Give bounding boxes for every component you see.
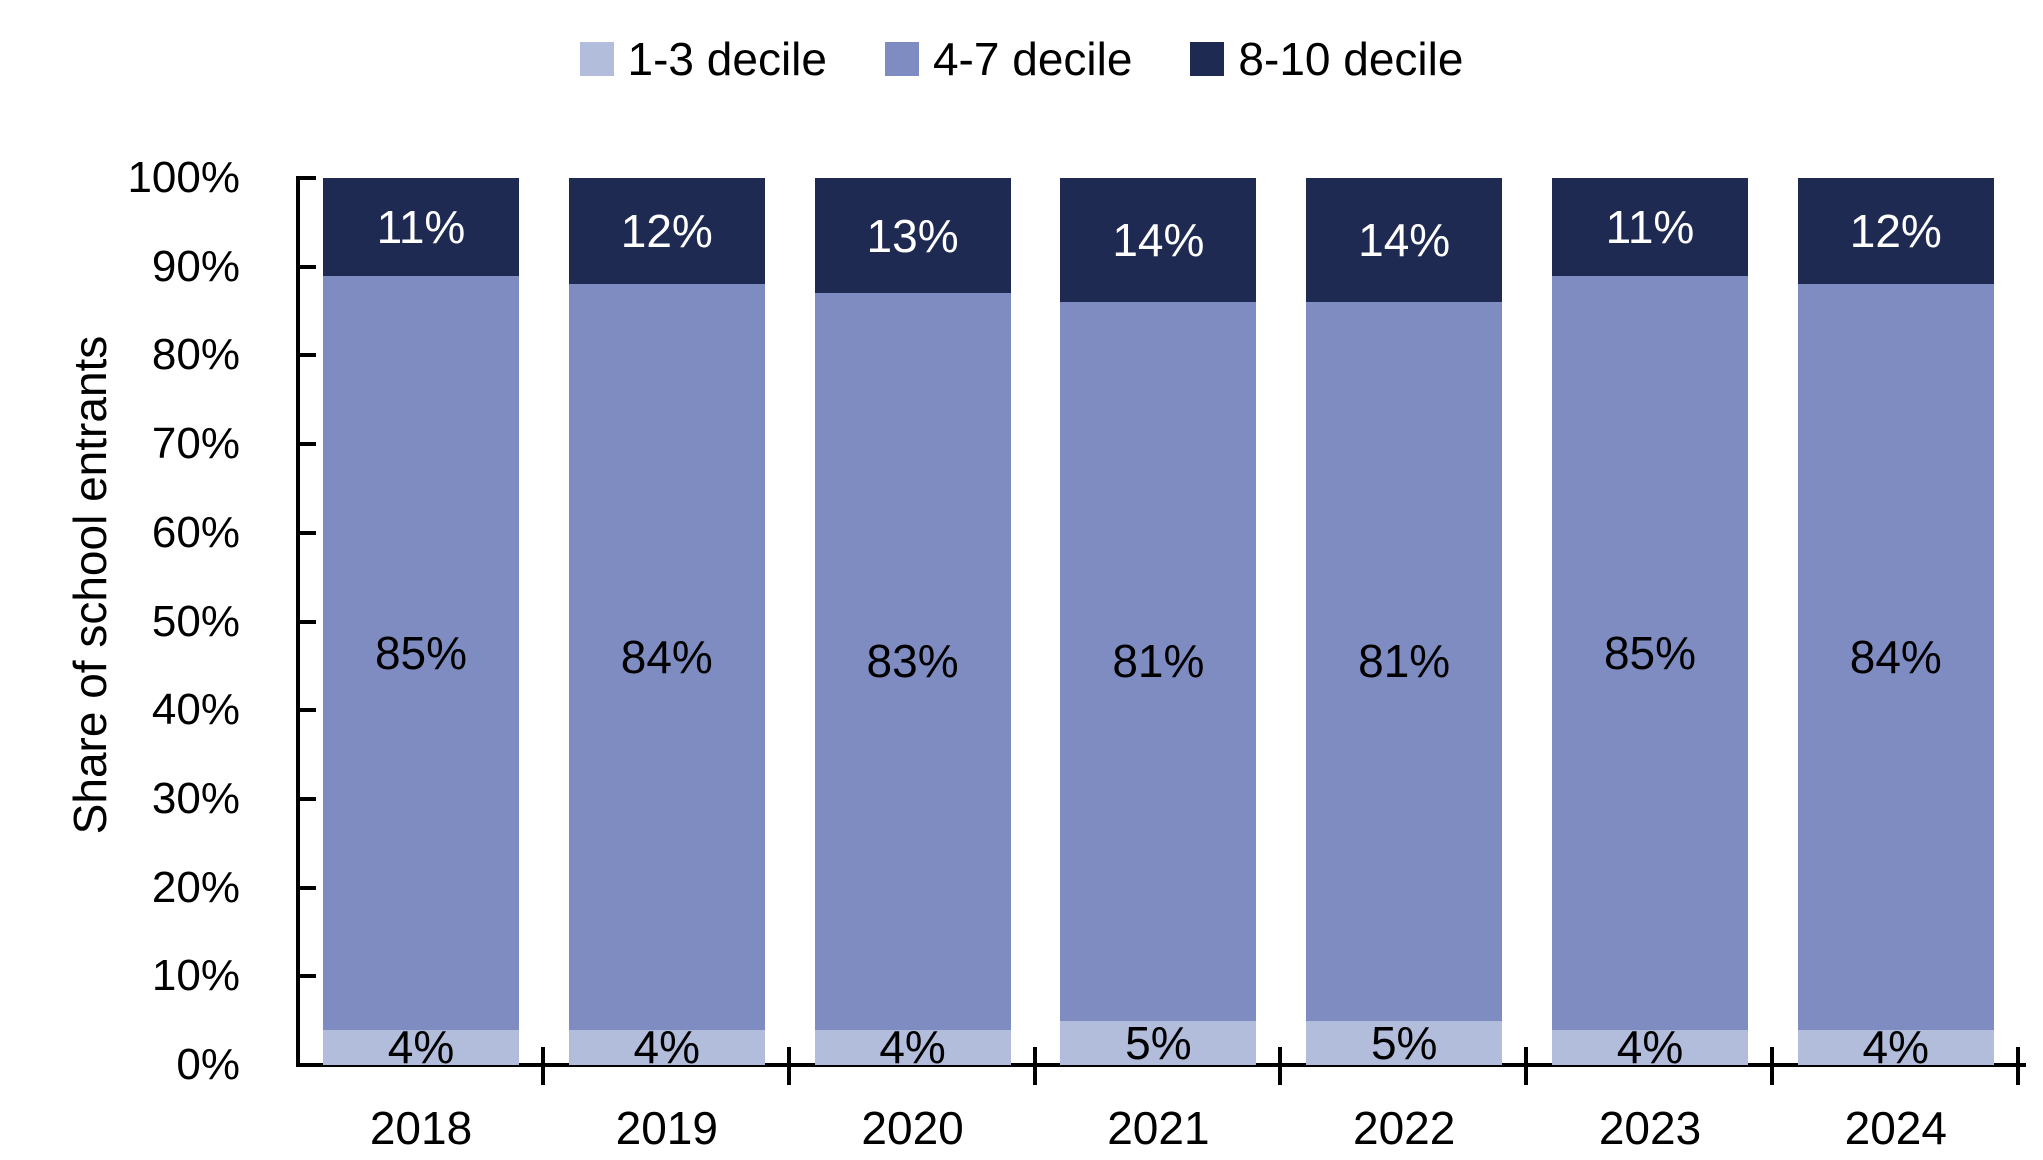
y-axis-tick <box>300 264 316 269</box>
bar-segment-4-7-decile <box>1060 302 1257 1021</box>
x-axis-category-label: 2018 <box>369 1102 473 1154</box>
x-axis-line <box>296 1063 2026 1067</box>
bar-value-label: 14% <box>1112 214 1205 267</box>
bar-value-label: 81% <box>1112 635 1205 688</box>
y-axis-tick-label: 10% <box>151 951 240 1001</box>
bar-segment-1-3-decile <box>1306 1020 1503 1065</box>
x-axis-tick <box>2015 1047 2020 1085</box>
bar-segment-4-7-decile <box>323 275 519 1030</box>
bar-segment-8-10-decile <box>1797 178 1994 285</box>
y-axis-tick-label: 20% <box>151 862 240 912</box>
y-axis-tick-label: 100% <box>127 153 240 202</box>
x-axis-tick <box>786 1047 791 1085</box>
bar-value-label: 84% <box>1849 630 1942 683</box>
y-axis-tick-label: 90% <box>151 241 240 291</box>
y-axis-tick-label: 40% <box>151 685 240 735</box>
bar-segment-8-10-decile <box>1552 178 1748 276</box>
bar-value-label: 11% <box>1605 200 1695 253</box>
bar-segment-4-7-decile <box>568 284 765 1030</box>
x-axis-category-label: 2021 <box>1107 1102 1210 1154</box>
y-axis-tick <box>300 708 316 713</box>
x-axis-tick <box>1770 1047 1774 1085</box>
bar-value-label: 85% <box>374 626 468 679</box>
legend-item-4-7-decile: 4-7 decile <box>884 33 1133 85</box>
bar-value-label: 12% <box>620 205 713 258</box>
legend-item-1-3-decile: 1-3 decile <box>579 33 827 85</box>
bar-segment-4-7-decile <box>1306 302 1503 1021</box>
bar-value-label: 14% <box>1358 214 1451 267</box>
x-axis-category-label: 2020 <box>861 1102 964 1154</box>
y-axis-tick <box>300 353 316 358</box>
y-axis-line <box>296 176 300 1067</box>
bar-value-label: 4% <box>879 1021 946 1074</box>
chart-legend: 1-3 decile 4-7 decile 8-10 decile <box>0 34 2043 84</box>
bar-value-label: 4% <box>1862 1021 1930 1074</box>
x-axis-category-label: 2023 <box>1598 1102 1702 1154</box>
bar-value-label: 5% <box>1370 1016 1438 1069</box>
bar-segment-1-3-decile <box>323 1029 519 1065</box>
bar-segment-8-10-decile <box>323 178 519 276</box>
y-axis-tick-label: 50% <box>151 596 240 646</box>
bar-segment-1-3-decile <box>1797 1029 1994 1065</box>
legend-swatch-8-10-decile <box>1190 42 1225 76</box>
x-axis-tick <box>1032 1047 1037 1085</box>
y-axis-tick <box>300 530 316 535</box>
legend-label: 1-3 decile <box>627 33 827 85</box>
bar-value-label: 4% <box>387 1021 455 1074</box>
bar-value-label: 84% <box>620 630 713 683</box>
x-axis-category-label: 2022 <box>1353 1102 1456 1154</box>
bar-value-label: 5% <box>1125 1016 1192 1069</box>
bar-segment-8-10-decile <box>1060 178 1257 303</box>
legend-item-8-10-decile: 8-10 decile <box>1190 34 1463 84</box>
bar-segment-1-3-decile <box>814 1029 1011 1065</box>
y-axis-tick <box>300 1063 316 1067</box>
x-axis-tick <box>541 1047 545 1085</box>
y-axis-title: Share of school entrants <box>64 335 116 835</box>
bar-segment-8-10-decile <box>814 178 1011 294</box>
legend-swatch-4-7-decile <box>884 42 919 76</box>
x-axis-tick <box>1278 1047 1283 1085</box>
y-axis-tick-label: 60% <box>151 507 240 557</box>
y-axis-tick <box>300 619 316 624</box>
bar-segment-4-7-decile <box>1797 284 1994 1030</box>
bar-segment-1-3-decile <box>568 1029 765 1065</box>
y-axis-tick <box>300 796 316 801</box>
bar-segment-1-3-decile <box>1552 1029 1748 1065</box>
bar-value-label: 12% <box>1849 205 1942 258</box>
bar-value-label: 4% <box>633 1021 701 1074</box>
y-axis-tick-label: 70% <box>151 419 240 469</box>
bar-segment-8-10-decile <box>568 178 765 285</box>
y-axis-tick <box>300 885 316 890</box>
x-axis-category-label: 2019 <box>615 1102 718 1154</box>
bar-value-label: 85% <box>1603 626 1697 679</box>
x-axis-tick <box>1524 1047 1529 1085</box>
y-axis-tick <box>300 974 316 979</box>
bar-value-label: 83% <box>866 635 959 688</box>
bar-value-label: 4% <box>1616 1021 1684 1074</box>
y-axis-tick <box>300 176 316 180</box>
legend-label: 8-10 decile <box>1238 33 1464 85</box>
bar-value-label: 81% <box>1358 635 1451 688</box>
y-axis-tick <box>300 442 316 447</box>
bar-segment-8-10-decile <box>1306 178 1503 303</box>
bar-value-label: 13% <box>866 209 959 262</box>
y-axis-tick-label: 30% <box>151 773 240 823</box>
bar-segment-1-3-decile <box>1060 1020 1257 1065</box>
x-axis-category-label: 2024 <box>1844 1102 1947 1154</box>
bar-segment-4-7-decile <box>814 293 1011 1030</box>
legend-swatch-1-3-decile <box>579 42 614 76</box>
legend-label: 4-7 decile <box>932 33 1133 85</box>
y-axis-tick-label: 80% <box>151 330 240 380</box>
bar-segment-4-7-decile <box>1552 275 1748 1030</box>
bar-value-label: 11% <box>376 200 466 253</box>
y-axis-tick-label: 0% <box>176 1040 240 1089</box>
